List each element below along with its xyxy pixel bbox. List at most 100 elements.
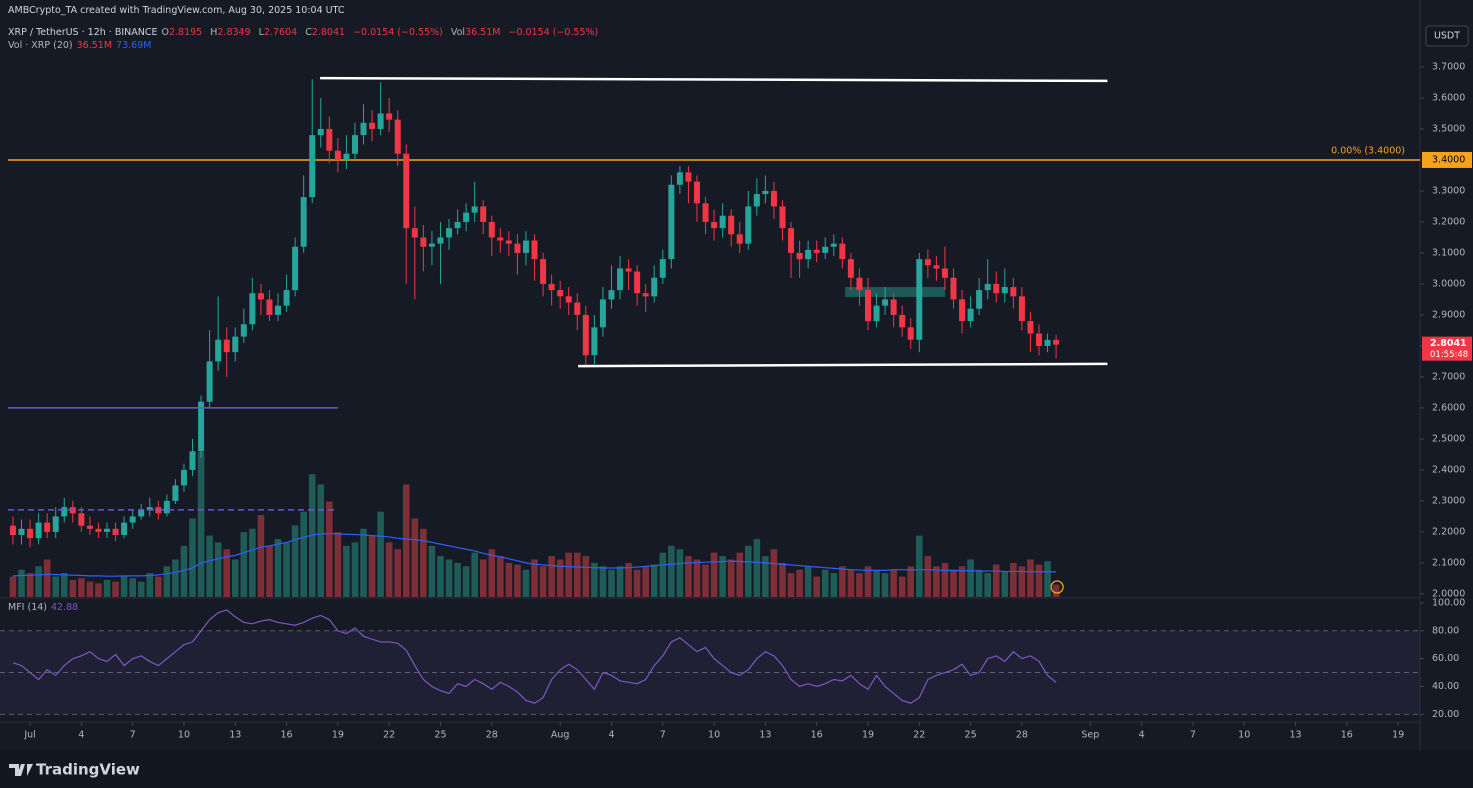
candle-body [104, 528, 111, 532]
volume-bar [599, 566, 607, 597]
volume-bar [770, 549, 778, 597]
volume-bar [257, 515, 265, 597]
volume-bar [1035, 564, 1043, 597]
candle-body [582, 314, 589, 356]
volume-bar [326, 501, 333, 597]
x-tick-label: Aug [551, 730, 570, 741]
candle-body [822, 246, 829, 253]
y-tick-label: 3.3000 [1432, 185, 1465, 196]
x-tick-label: 16 [281, 730, 293, 741]
volume-bar [582, 556, 590, 597]
volume-bar [608, 569, 615, 597]
trend-line [578, 362, 1108, 368]
credit: AMBCrypto_TA created with TradingView.co… [8, 5, 345, 16]
volume-bar [873, 569, 880, 597]
volume-bar [308, 474, 316, 597]
mfi-tick-label: 100.00 [1432, 597, 1465, 608]
x-tick-label: 4 [608, 730, 614, 741]
volume-bar [565, 552, 573, 597]
legend-label: H [210, 27, 218, 38]
volume-bar [633, 569, 641, 597]
volume-bar [172, 559, 179, 597]
y-tick-label: 2.7000 [1432, 371, 1465, 382]
volume-bar [86, 581, 94, 597]
x-tick-label: 13 [759, 730, 771, 741]
volume-bar [522, 569, 530, 597]
volume-bar [881, 573, 889, 597]
chart-background [0, 0, 1473, 750]
volume-bar [402, 484, 410, 597]
volume-bar [864, 566, 872, 597]
legend-value: 2.8349 [217, 27, 251, 38]
volume-bar [343, 545, 350, 597]
fib-label: 0.00% (3.4000) [1331, 145, 1405, 156]
candle-body [437, 237, 444, 244]
x-tick-label: 10 [178, 730, 190, 741]
candle-body [899, 314, 906, 328]
legend-item: C2.8041 [305, 27, 349, 38]
candle-body [984, 283, 991, 291]
candle-body [796, 252, 803, 260]
x-tick-label: 25 [434, 730, 446, 741]
candle-body [830, 243, 837, 247]
volume-bar [719, 556, 726, 597]
x-tick-label: 13 [229, 730, 241, 741]
x-tick-label: 16 [1341, 730, 1353, 741]
volume-bar [779, 562, 786, 597]
volume-bar [283, 542, 290, 597]
volume-bar [471, 552, 478, 597]
volume-bar [924, 556, 932, 597]
candle-body [343, 153, 350, 160]
x-tick-label: 28 [486, 730, 498, 741]
candle-body [121, 522, 128, 536]
candle-body [369, 122, 376, 129]
candle-body [275, 305, 282, 315]
candle-body [27, 528, 34, 539]
x-tick-label: 4 [1139, 730, 1145, 741]
volume-bar [385, 542, 393, 597]
volume-bar [847, 569, 855, 597]
volume-bar [668, 545, 675, 597]
candle-body [266, 299, 273, 315]
candle-body [146, 507, 153, 511]
volume-bar [514, 564, 521, 597]
candle-body [651, 277, 658, 297]
candle-body [890, 299, 897, 315]
x-tick-label: Sep [1081, 730, 1099, 741]
candle-body [941, 268, 948, 278]
volume-bar [591, 562, 598, 597]
volume-bar [103, 579, 111, 597]
y-tick-label: 2.0000 [1432, 588, 1465, 599]
volume-bar [78, 578, 85, 597]
candle-body [1018, 296, 1025, 322]
legend-label: O [161, 27, 169, 38]
candle-body [18, 528, 25, 536]
volume-bar [804, 566, 812, 597]
legend-label: C [305, 27, 312, 38]
replay-icon [1050, 580, 1064, 594]
legend-value: 36.51M [465, 27, 501, 38]
volume-bar [223, 549, 231, 597]
volume-bar [531, 559, 538, 597]
y-tick-label: 3.6000 [1432, 92, 1465, 103]
candle-body [762, 190, 769, 195]
volume-bar [727, 559, 735, 597]
volume-bar [462, 566, 470, 597]
y-tick-label: 2.1000 [1432, 557, 1465, 568]
volume-bar [497, 556, 504, 597]
candle-body [736, 234, 743, 244]
candle-body [326, 128, 333, 151]
volume-bar [351, 542, 359, 597]
candle-body [693, 181, 700, 204]
volume-bar [676, 549, 684, 597]
volume-bar [189, 518, 196, 597]
legend-item: Vol36.51M [451, 27, 505, 38]
candle-body [745, 206, 752, 244]
brand-logo [9, 764, 33, 776]
volume-bar [856, 573, 863, 597]
volume-bar [9, 576, 17, 597]
candle-body [351, 135, 358, 154]
volume-bar [710, 552, 718, 597]
candle-body [728, 215, 735, 235]
candle-body [864, 290, 871, 322]
